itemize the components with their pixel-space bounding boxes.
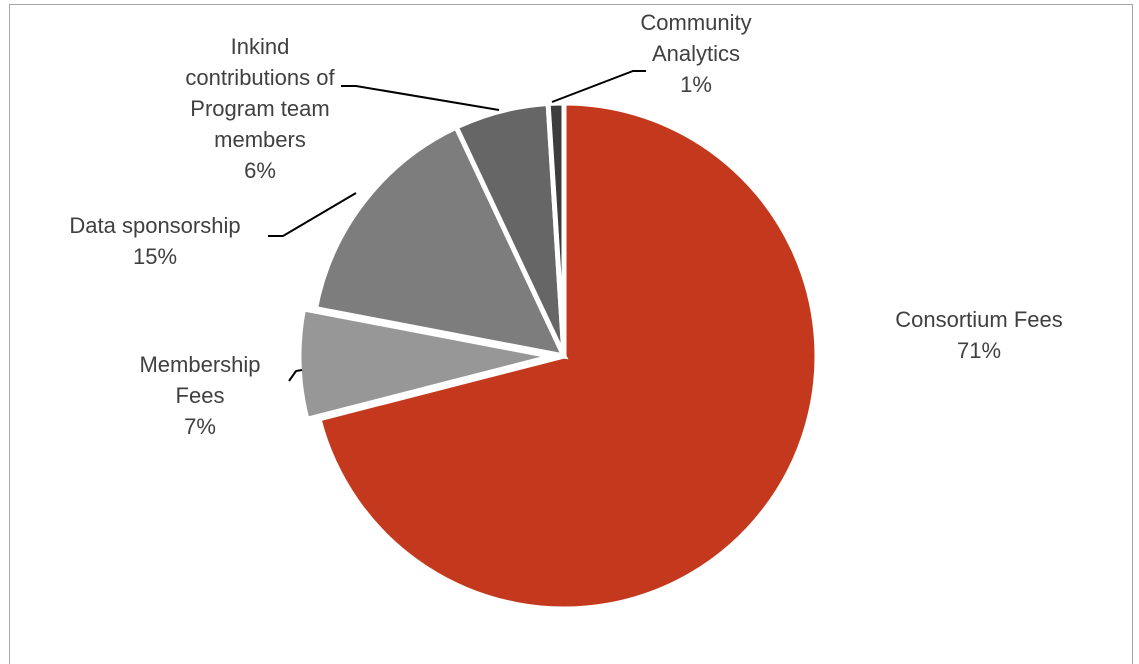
slice-percent-membership-fees: 7% (184, 414, 216, 439)
pie-slice-community-analytics (545, 100, 567, 357)
leader-line-membership-fees (288, 369, 303, 382)
slice-percent-data-sponsorship: 15% (133, 244, 177, 269)
pie-slice-consortium-fees (315, 100, 820, 612)
pie-slice-data-sponsorship (312, 123, 569, 360)
pie-slice-membership-fees (296, 306, 553, 423)
slice-name-line: Fees (176, 383, 225, 408)
slice-label-membership-fees: Membership Fees 7% (139, 352, 260, 439)
slice-name-line: Consortium Fees (895, 307, 1063, 332)
slice-label-data-sponsorship: Data sponsorship 15% (69, 213, 240, 269)
slice-name-line: members (214, 127, 306, 152)
slice-name-line: Membership (139, 352, 260, 377)
slice-name-line: Analytics (652, 41, 740, 66)
slice-label-community-analytics: Community Analytics 1% (640, 10, 751, 97)
pie-chart: Consortium Fees 71% Membership Fees 7% Data s… (69, 10, 1063, 612)
slice-percent-inkind-contributions-of-program-team-members: 6% (244, 158, 276, 183)
leader-line-community-analytics (551, 70, 646, 103)
slice-name-line: Program team (190, 96, 329, 121)
chart-frame (9, 4, 1133, 664)
leader-line-data-sponsorship (268, 192, 357, 237)
slice-labels: Consortium Fees 71% Membership Fees 7% Data s… (69, 10, 1062, 439)
leader-line-inkind-contributions-of-program-team-members (341, 85, 500, 111)
slice-name-line: Inkind (231, 34, 290, 59)
slice-label-inkind-contributions-of-program-team-members: Inkind contributions of Program team member… (185, 34, 335, 183)
slice-label-consortium-fees: Consortium Fees 71% (895, 307, 1063, 363)
leader-lines (268, 70, 646, 382)
slice-name-line: contributions of (185, 65, 335, 90)
pie-slices (296, 100, 820, 612)
slice-percent-community-analytics: 1% (680, 72, 712, 97)
slice-name-line: Data sponsorship (69, 213, 240, 238)
slice-percent-consortium-fees: 71% (957, 338, 1001, 363)
slice-name-line: Community (640, 10, 751, 35)
